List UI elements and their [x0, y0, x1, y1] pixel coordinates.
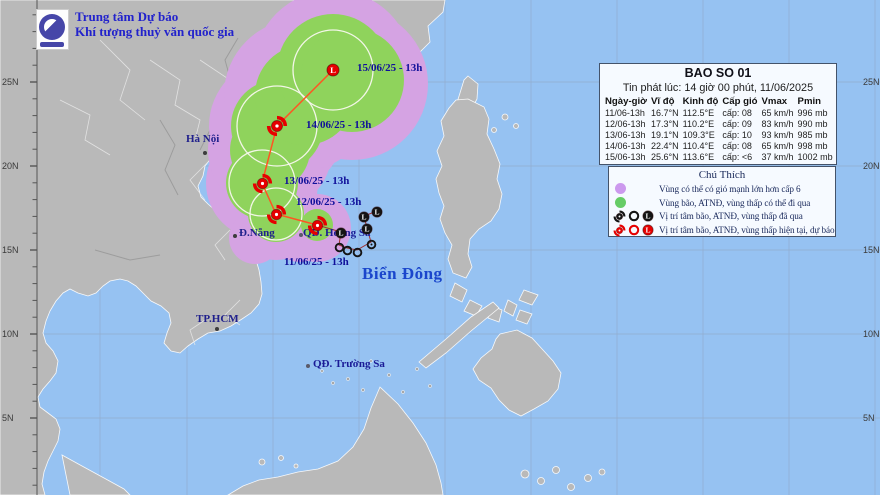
low-pressure-icon: [642, 210, 654, 222]
forecast-cell: 83 km/h: [761, 118, 794, 129]
nchmf-logo-icon: [36, 9, 69, 50]
forecast-cell: 12/06-13h: [605, 118, 646, 129]
table-row: 15/06-13h 25.6°N 113.6°E cấp: <6 37 km/h 1002…: [603, 151, 835, 162]
table-row: 13/06-13h 19.1°N 109.3°E cấp: 10 93 km/h 985 …: [603, 129, 835, 140]
legend-item-label: Vị trí tâm bão, ATNĐ, vùng thấp hiện tại…: [659, 225, 835, 236]
forecast-cell: 1002 mb: [797, 151, 833, 162]
forecast-cell: 19.1°N: [651, 129, 679, 140]
legend-item-label: Vị trí tâm bão, ATNĐ, vùng thấp đã qua: [659, 211, 803, 222]
typhoon-icon: [613, 224, 626, 237]
forecast-cell: cấp: <6: [722, 151, 753, 162]
forecast-cell: 110.4°E: [682, 140, 715, 151]
legend-area-dot-icon: [615, 197, 626, 209]
forecast-cell: 14/06-13h: [605, 140, 646, 151]
legend-item: Vị trí tâm bão, ATNĐ, vùng thấp đã qua: [613, 210, 831, 224]
forecast-cell: 65 km/h: [761, 107, 794, 118]
land-borneo: [227, 386, 444, 495]
table-row: 12/06-13h 17.3°N 110.2°E cấp: 09 83 km/h 990 …: [603, 118, 835, 129]
legend-item: Vùng có thể có gió mạnh lớn hơn cấp 6: [613, 182, 831, 196]
forecast-cell: 65 km/h: [761, 140, 794, 151]
forecast-col-header: Ngày-giờ: [605, 96, 648, 107]
forecast-table: Ngày-giờ Vĩ độ Kinh độ Cấp gió Vmax Pmin 11/0…: [603, 96, 835, 162]
island-babuyan: [501, 113, 509, 121]
typhoon-icon: [613, 210, 626, 223]
forecast-cell: 110.2°E: [682, 118, 715, 129]
forecast-cell: 16.7°N: [651, 107, 679, 118]
legend-symbol-cell: [613, 210, 659, 223]
issue-time: Tin phát lúc: 14 giờ 00 phút, 11/06/2025: [622, 82, 814, 94]
island-sulu-3: [552, 466, 560, 474]
forecast-cell: 13/06-13h: [605, 129, 646, 140]
legend-symbol-cell: [613, 197, 659, 209]
forecast-cell: 985 mb: [797, 129, 828, 140]
forecast-col-header: Pmin: [797, 96, 822, 107]
circle-icon: [628, 210, 640, 222]
storm-info-panel: BAO SO 01 Tin phát lúc: 14 giờ 00 phút, …: [599, 63, 837, 165]
island-sulu-2: [537, 477, 545, 485]
forecast-col-header: Vmax: [761, 96, 788, 107]
low-pressure-icon: [642, 224, 654, 236]
forecast-cell: 25.6°N: [651, 151, 679, 162]
island-natuna-1: [258, 458, 266, 466]
forecast-cell: 996 mb: [797, 107, 828, 118]
land-luzon: [435, 98, 503, 279]
logo-swirl: [44, 19, 60, 35]
agency-brand: Trung tâm Dự báo Khí tượng thuỷ văn quốc…: [36, 9, 234, 50]
island-sulu-4: [567, 483, 575, 491]
forecast-cell: 112.5°E: [682, 107, 715, 118]
island-sulu-1: [520, 469, 530, 479]
legend-symbol-cell: [613, 224, 659, 237]
latitude-axis: [30, 0, 38, 495]
forecast-cell: 37 km/h: [761, 151, 794, 162]
legend-item: Vị trí tâm bão, ATNĐ, vùng thấp hiện tại…: [613, 223, 835, 237]
forecast-col-header: Kinh độ: [682, 96, 719, 107]
island-sulu-6: [598, 468, 606, 476]
forecast-cell: 109.3°E: [682, 129, 715, 140]
agency-name-line2: Khí tượng thuỷ văn quốc gia: [75, 24, 235, 39]
island-natuna-3: [293, 463, 299, 469]
logo-band: [40, 42, 64, 47]
legend-panel: Chú Thích Vùng có thể có gió mạnh lớn hơ…: [608, 166, 836, 237]
land-mindoro: [449, 282, 468, 303]
agency-name-line1: Trung tâm Dự báo: [75, 9, 179, 24]
forecast-cell: 22.4°N: [651, 140, 679, 151]
legend-item-label: Vùng có thể có gió mạnh lớn hơn cấp 6: [659, 183, 801, 194]
legend-title: Chú Thích: [698, 169, 746, 181]
forecast-cell: 93 km/h: [761, 129, 794, 140]
land-sumatra-tip: [61, 454, 131, 495]
island-babuyan-2: [513, 123, 519, 129]
legend-item: Vùng bão, ATNĐ, vùng thấp có thể đi qua: [613, 196, 831, 210]
uncertainty-circles: [228, 29, 374, 241]
forecast-cell: 17.3°N: [651, 118, 679, 129]
forecast-cell: 113.6°E: [682, 151, 715, 162]
forecast-cell: cấp: 08: [722, 140, 752, 151]
forecast-col-header: Vĩ độ: [651, 96, 675, 107]
forecast-table-header: Ngày-giờ Vĩ độ Kinh độ Cấp gió Vmax Pmin: [603, 96, 835, 107]
forecast-cell: 990 mb: [797, 118, 828, 129]
legend-symbol-cell: [613, 183, 659, 195]
storm-title: BAO SO 01: [684, 66, 752, 80]
table-row: 14/06-13h 22.4°N 110.4°E cấp: 08 65 km/h 998 …: [603, 140, 835, 151]
legend-item-label: Vùng bão, ATNĐ, vùng thấp có thể đi qua: [659, 197, 811, 208]
forecast-col-header: Cấp gió: [722, 96, 758, 107]
land-palawan: [418, 301, 500, 369]
island-babuyan-3: [491, 127, 497, 133]
legend-area-dot-icon: [615, 183, 626, 195]
forecast-cell: 15/06-13h: [605, 151, 646, 162]
forecast-cell: 998 mb: [797, 140, 828, 151]
island-sulu-5: [584, 474, 592, 482]
island-natuna-2: [278, 455, 284, 461]
circle-icon: [628, 224, 640, 236]
land-mindanao: [472, 329, 562, 417]
forecast-cell: 11/06-13h: [605, 107, 645, 118]
forecast-cell: cấp: 09: [722, 118, 752, 129]
forecast-cell: cấp: 10: [722, 129, 752, 140]
reef-specks: [320, 359, 432, 394]
table-row: 11/06-13h 16.7°N 112.5°E cấp: 08 65 km/h 996 …: [603, 107, 835, 118]
forecast-cell: cấp: 08: [722, 107, 752, 118]
